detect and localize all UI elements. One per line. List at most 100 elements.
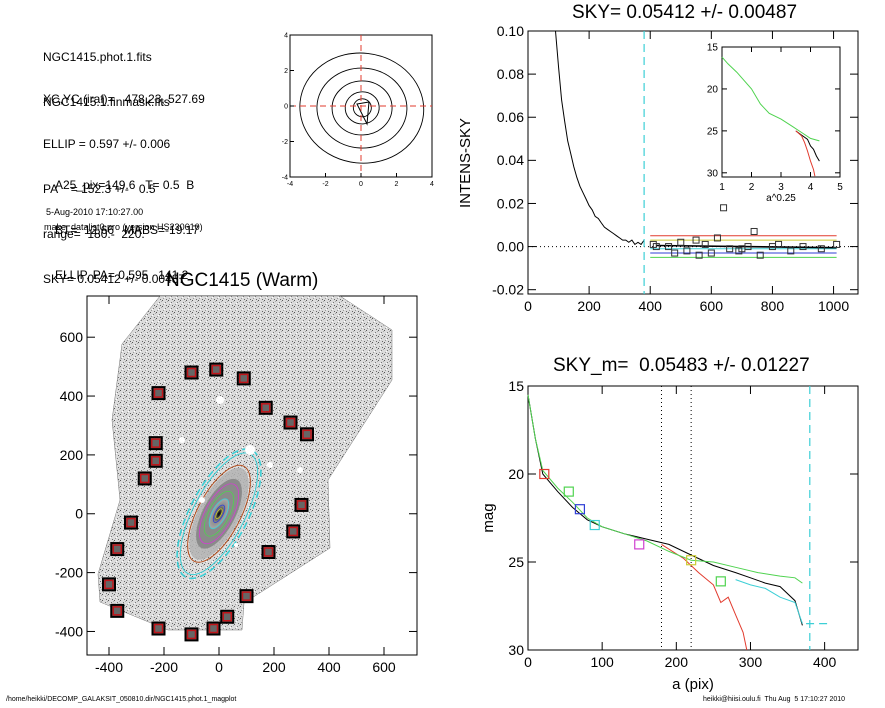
y-tick-label: 0.00 bbox=[497, 238, 524, 254]
info-line: ELLIP, PA= 0.595 141.2 bbox=[55, 268, 189, 282]
center-contour-plot: -4-4 -2 -2 0 0 2 2 4 4 bbox=[282, 33, 434, 189]
mag-ylabel: mag bbox=[480, 503, 497, 532]
galaxy-image-plot: -400 -200 0 200 400 600 -400 -200 0 200 400 600 bbox=[55, 295, 418, 675]
info-program: make_datalist0.pro (version HS230610) bbox=[44, 222, 203, 232]
sky-box bbox=[137, 471, 152, 486]
sky-sample-marker bbox=[799, 243, 807, 251]
sky-box bbox=[184, 627, 199, 642]
info-line: SKY= 0.05412 +/- 0.00487 bbox=[43, 272, 186, 286]
galaxy-chart-title: NGC1415 (Warm) bbox=[166, 270, 319, 291]
sky-profile-line bbox=[555, 30, 645, 246]
y-tick-label: 0.04 bbox=[497, 152, 524, 168]
sky-box bbox=[124, 515, 138, 530]
masked-star bbox=[297, 467, 303, 473]
sky-box bbox=[148, 453, 163, 468]
sky-sample-marker bbox=[720, 204, 728, 212]
sky-box-inner bbox=[222, 611, 232, 622]
sky-sample-marker bbox=[726, 245, 734, 253]
sky-box-inner bbox=[153, 388, 164, 398]
sky-inset-plot: 1 2 3 4 5 15 20 25 30 a^0.25 bbox=[707, 43, 843, 205]
galaxy-mosaic-image bbox=[97, 295, 393, 631]
galaxy-isophote bbox=[212, 504, 226, 523]
galaxy-ellipse-brown bbox=[187, 464, 251, 563]
masked-star bbox=[179, 437, 185, 443]
sky-fit-line bbox=[656, 244, 837, 249]
x-tick-label: 600 bbox=[372, 659, 396, 675]
y-tick-label: 20 bbox=[707, 84, 719, 95]
contour-line bbox=[316, 67, 408, 149]
x-tick-label: 0 bbox=[215, 659, 223, 675]
footer-path: /home/heikki/DECOMP_GALAKSIT_050810.dir/… bbox=[6, 696, 237, 703]
x-tick-label: 4 bbox=[430, 181, 434, 188]
sky-box-inner bbox=[112, 606, 122, 616]
x-tick-label: 100 bbox=[590, 654, 614, 670]
sky-box-inner bbox=[296, 500, 307, 510]
mag-xlabel: a (pix) bbox=[672, 676, 714, 693]
sky-box bbox=[110, 603, 125, 618]
x-tick-label: -400 bbox=[95, 659, 123, 675]
y-tick-label: -400 bbox=[55, 623, 83, 639]
y-tick-label: 25 bbox=[508, 554, 524, 570]
y-tick-label: 600 bbox=[60, 329, 84, 345]
inset-series-line bbox=[795, 130, 820, 162]
info-line: NGC1415.1.finmask.fits bbox=[43, 95, 170, 109]
sky-sample-marker bbox=[750, 227, 758, 235]
x-tick-label: -4 bbox=[287, 181, 293, 188]
y-tick-label: 0.08 bbox=[497, 66, 524, 82]
sky-box-inner bbox=[261, 403, 271, 413]
y-tick-label: -2 bbox=[282, 139, 288, 146]
sky-box bbox=[286, 524, 301, 539]
sky-sample-marker bbox=[756, 251, 764, 259]
mag-marker bbox=[634, 539, 645, 550]
sky-box-inner bbox=[239, 373, 249, 384]
mag-series-line bbox=[527, 394, 803, 626]
sky-box bbox=[239, 589, 254, 604]
x-tick-label: 2 bbox=[395, 181, 399, 188]
sky-plot: 0 200 400 600 800 1000 -0.02 0.00 0.02 0.04 0.06 0.… bbox=[457, 23, 859, 314]
sky-box bbox=[206, 621, 221, 636]
sky-box bbox=[148, 436, 163, 451]
galaxy-isophote bbox=[208, 498, 230, 530]
sky-chart-title: SKY= 0.05412 +/- 0.00487 bbox=[572, 2, 798, 23]
info-phot-lines: A25_pix=149.6 T= 0.5 B BT= 12.66 MABS=-1… bbox=[55, 148, 199, 298]
sky-sample-marker bbox=[683, 247, 691, 255]
masked-star bbox=[216, 396, 224, 404]
sky-box-inner bbox=[302, 429, 312, 440]
sky-box-inner bbox=[263, 547, 274, 557]
sky-box-inner bbox=[126, 517, 136, 528]
sky-sample-marker bbox=[707, 249, 715, 257]
masked-star bbox=[267, 462, 273, 468]
galaxy-isophote bbox=[215, 508, 223, 520]
sky-box-inner bbox=[241, 591, 252, 601]
info-line: NGC1415.phot.1.fits bbox=[43, 50, 152, 64]
contour-line bbox=[299, 52, 425, 164]
info-line: A25_pix=149.6 T= 0.5 B bbox=[55, 178, 195, 192]
inset-series-line bbox=[795, 130, 816, 177]
galaxy-isophote bbox=[198, 483, 240, 545]
x-tick-label: 300 bbox=[739, 654, 763, 670]
mag-marker bbox=[715, 576, 726, 587]
x-tick-label: 400 bbox=[317, 659, 341, 675]
galaxy-isophote bbox=[203, 490, 235, 537]
sky-box bbox=[209, 362, 224, 377]
mag-marker bbox=[574, 504, 586, 515]
mag-marker bbox=[686, 555, 697, 566]
x-tick-label: -200 bbox=[150, 659, 178, 675]
info-date: 5-Aug-2010 17:10:27.00 bbox=[46, 207, 144, 217]
sky-box-inner bbox=[151, 456, 161, 466]
x-tick-label: 2 bbox=[749, 182, 755, 193]
x-tick-label: 0 bbox=[359, 181, 363, 188]
info-line: PA = 152.3 +/- 0.5 bbox=[43, 182, 156, 196]
contour-line bbox=[331, 80, 393, 136]
sky-box bbox=[236, 371, 251, 386]
sky-sample-marker bbox=[695, 251, 703, 259]
sky-sample-marker bbox=[713, 234, 721, 242]
y-tick-label: 0.10 bbox=[497, 23, 524, 39]
info-fit-lines: XC,YC (iraf)= 478.23, 527.69 ELLIP = 0.5… bbox=[43, 62, 205, 302]
sky-box-inner bbox=[285, 417, 296, 428]
footer-host: heikki@hiisi.oulu.fi Thu Aug 5 17:10:27 … bbox=[703, 696, 846, 703]
mag-series-line bbox=[735, 579, 803, 624]
sky-sample-marker bbox=[787, 247, 795, 255]
sky-box-inner bbox=[186, 367, 197, 378]
